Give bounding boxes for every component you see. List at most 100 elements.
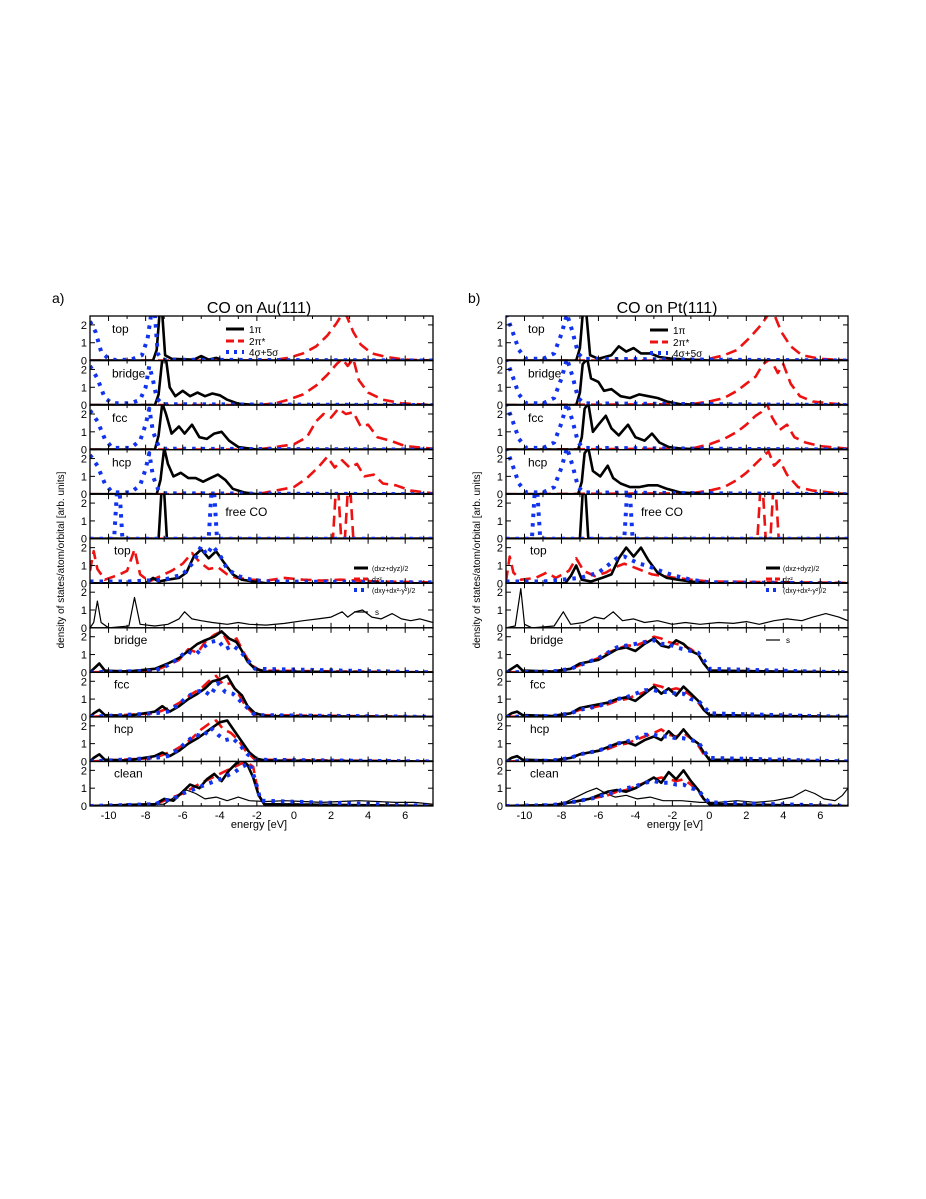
series-s-line: [506, 787, 848, 806]
y-tick-label: 2: [81, 409, 87, 421]
series-red-line: [90, 360, 433, 406]
y-tick-label: 1: [497, 739, 503, 751]
row-label: free CO: [641, 505, 683, 519]
row-frame: [505, 448, 849, 495]
panel-b-ylabel: density of states/atom/orbital [arb. uni…: [472, 471, 483, 648]
series-blue-line: [506, 360, 848, 406]
y-tick-label: 1: [497, 783, 503, 795]
y-tick-label: 2: [497, 454, 503, 466]
y-tick-label: 0: [81, 445, 87, 457]
row-frame: [89, 404, 434, 451]
panel-b: b) CO on Pt(111) density of states/atom/…: [468, 290, 849, 831]
series-black-line: [90, 449, 433, 495]
series-blue-line: [90, 451, 433, 495]
row-9-series: [90, 719, 433, 762]
y-tick-label: 1: [497, 516, 503, 528]
row-2-series: [506, 405, 848, 450]
series-red-line: [506, 728, 848, 762]
y-tick-label: 2: [497, 498, 503, 510]
panel-a-plot: 0 1 2 top 0 1 2 bridge 0 1 2 fcc 0 1 2 hcp 0 1 2 free CO 0 1 2…: [81, 315, 434, 822]
row-label: hcp: [530, 722, 550, 736]
y-tick-label: 1: [81, 338, 87, 350]
legend-a-dz2: dz²: [372, 577, 382, 584]
y-tick-label: 1: [497, 471, 503, 483]
row-2-series: [90, 405, 433, 450]
y-tick-label: 0: [81, 667, 87, 679]
panel-a-legend-metal: (dxz+dyz)/2 dz² (dxy+dx²-y²)/2 s: [354, 566, 415, 617]
legend-b-s: s: [786, 636, 790, 645]
y-tick-label: 1: [81, 694, 87, 706]
series-black-line: [506, 449, 848, 495]
series-blue-line: [506, 449, 848, 495]
row-8-series: [90, 674, 433, 717]
series-blue-line: [506, 732, 848, 762]
y-tick-label: 0: [497, 400, 503, 412]
panel-b-label: b): [468, 290, 480, 306]
row-label: bridge: [530, 633, 564, 647]
series-blue-line: [506, 405, 848, 450]
y-tick-label: 2: [81, 364, 87, 376]
x-tick-label: -8: [141, 810, 151, 822]
series-red-line: [506, 683, 848, 717]
row-frame: [89, 716, 434, 763]
y-tick-label: 1: [81, 739, 87, 751]
y-tick-label: 1: [497, 338, 503, 350]
y-tick-label: 1: [497, 382, 503, 394]
y-tick-label: 0: [81, 400, 87, 412]
series-blue-line: [506, 638, 848, 673]
row-frame: [89, 448, 434, 495]
y-tick-label: 2: [81, 676, 87, 688]
row-6-series: [90, 596, 433, 628]
y-tick-label: 2: [81, 632, 87, 644]
y-tick-label: 0: [81, 489, 87, 501]
panel-b-legend-top: 1π 2π* 4σ+5σ: [650, 326, 703, 360]
row-label: clean: [114, 766, 143, 780]
series-black-line: [90, 674, 433, 717]
x-tick-label: -2: [252, 810, 262, 822]
x-tick-label: 2: [328, 810, 334, 822]
legend-b-dxz: (dxz+dyz)/2: [783, 566, 819, 573]
row-6-series: [506, 588, 848, 628]
row-label: fcc: [112, 411, 127, 425]
series-s-line: [506, 588, 848, 628]
y-tick-label: 0: [81, 712, 87, 724]
y-tick-label: 1: [497, 650, 503, 662]
series-black-line: [90, 719, 433, 762]
row-label: top: [112, 322, 129, 336]
x-tick-label: 6: [817, 810, 823, 822]
y-tick-label: 0: [497, 623, 503, 635]
panel-b-legend-metal: (dxz+dyz)/2 dz² (dxy+dx²-y²)/2 s: [766, 566, 826, 645]
row-label: fcc: [530, 677, 545, 691]
series-red-line: [90, 674, 433, 717]
legend-b-dz2: dz²: [783, 577, 793, 584]
row-9-series: [506, 728, 848, 762]
x-tick-label: -10: [517, 810, 533, 822]
series-red-line: [90, 719, 433, 762]
panel-b-xlabel: energy [eV]: [647, 819, 703, 831]
series-black-line: [90, 761, 433, 806]
y-tick-label: 1: [81, 783, 87, 795]
series-blue-line: [90, 681, 433, 717]
series-red-line: [506, 450, 848, 495]
x-tick-label: 2: [743, 810, 749, 822]
row-frame: [505, 760, 849, 807]
series-blue-line: [506, 688, 848, 717]
series-red-line: [90, 407, 433, 450]
row-5-series: [506, 546, 848, 584]
series-blue-line: [90, 406, 433, 450]
y-tick-label: 2: [497, 409, 503, 421]
row-1-series: [90, 360, 433, 406]
panel-b-title: CO on Pt(111): [617, 300, 718, 317]
y-tick-label: 0: [497, 712, 503, 724]
y-tick-label: 0: [497, 578, 503, 590]
row-label: top: [528, 322, 545, 336]
x-tick-label: 0: [706, 810, 712, 822]
row-label: hcp: [528, 456, 548, 470]
y-tick-label: 1: [81, 605, 87, 617]
y-tick-label: 0: [497, 667, 503, 679]
y-tick-label: 0: [81, 534, 87, 546]
row-label: bridge: [114, 633, 148, 647]
legend-a-sigma: 4σ+5σ: [249, 348, 279, 359]
row-label: hcp: [112, 456, 132, 470]
